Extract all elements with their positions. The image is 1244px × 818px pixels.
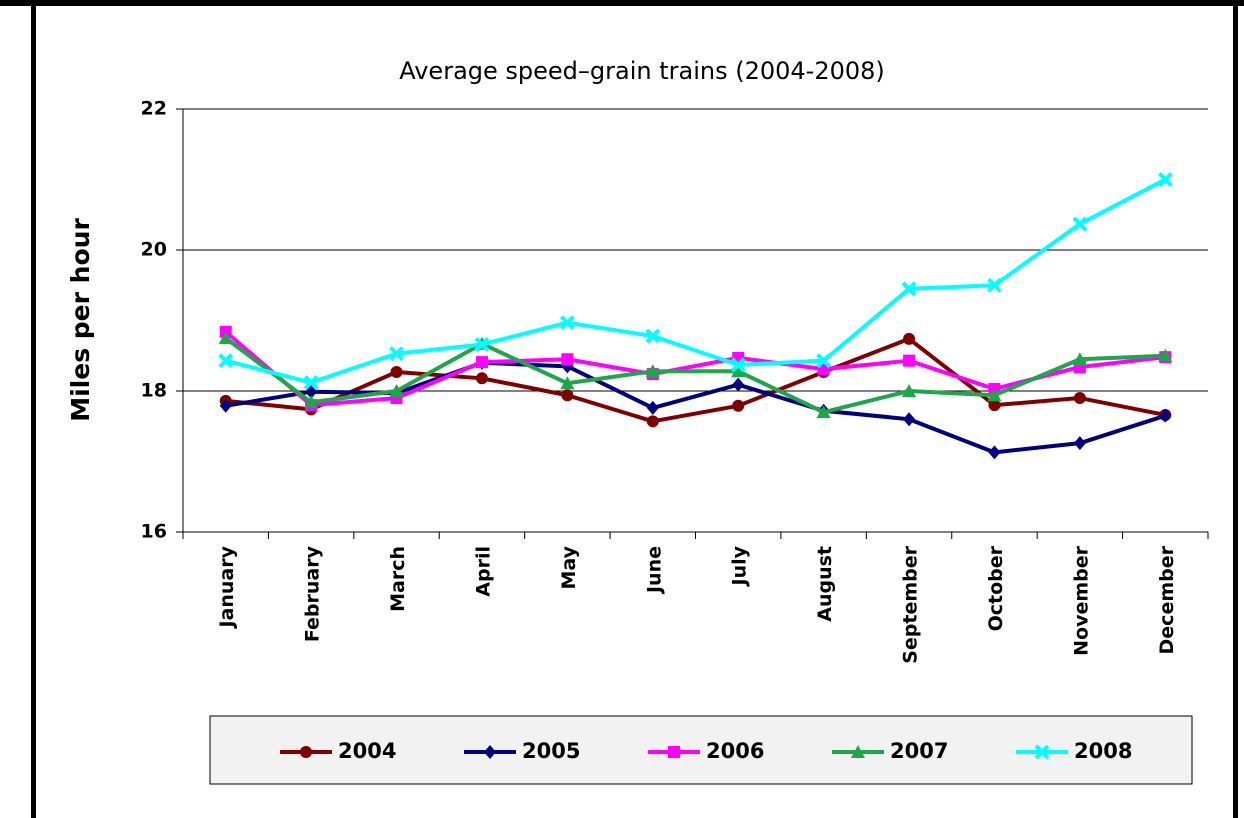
legend-label: 2004 [338, 739, 396, 763]
legend-marker [668, 746, 680, 758]
point-marker [731, 364, 746, 378]
point-marker [475, 356, 488, 369]
x-tick-label: March [387, 546, 409, 612]
series-line [225, 336, 1166, 424]
series-line [224, 336, 1166, 415]
point-marker [1157, 172, 1173, 187]
point-marker [903, 332, 916, 345]
point-marker [903, 354, 916, 367]
point-marker [390, 365, 403, 378]
point-marker [560, 376, 575, 390]
legend-label: 2008 [1074, 739, 1132, 763]
y-tick-label: 18 [141, 380, 167, 402]
point-marker [645, 364, 660, 378]
point-marker [646, 400, 659, 415]
point-marker [902, 384, 917, 397]
y-axis-title: Miles per hour [66, 218, 95, 422]
y-tick-label: 20 [141, 239, 167, 261]
series-line [225, 360, 1166, 455]
x-tick-label: October [985, 545, 1007, 631]
x-tick-label: February [302, 545, 324, 642]
series-line [225, 177, 1167, 385]
legend-marker [300, 746, 312, 758]
point-marker [1159, 408, 1172, 423]
x-tick-label: April [472, 546, 494, 597]
x-tick-label: September [900, 545, 922, 663]
x-tick-label: June [643, 546, 665, 595]
point-marker [304, 395, 319, 409]
point-marker [475, 372, 488, 385]
frame-right [1233, 0, 1238, 818]
point-marker [732, 377, 745, 392]
point-marker [218, 331, 233, 345]
point-marker [901, 281, 917, 297]
point-marker [988, 399, 1001, 412]
point-marker [559, 315, 575, 331]
frame-left [31, 0, 36, 818]
x-tick-label: July [729, 545, 751, 587]
point-marker [561, 389, 574, 402]
point-marker [389, 346, 404, 362]
point-marker [732, 399, 745, 412]
chart-title: Average speed–grain trains (2004-2008) [399, 57, 885, 85]
legend-label: 2006 [706, 739, 764, 763]
x-tick-label: August [814, 546, 836, 622]
point-marker [1072, 216, 1088, 232]
point-marker [474, 337, 490, 352]
point-marker [987, 277, 1002, 293]
point-marker [1073, 436, 1086, 451]
series-line [224, 330, 1166, 408]
y-tick-label: 22 [141, 98, 167, 120]
point-marker [646, 415, 659, 428]
y-tick-label: 16 [141, 521, 167, 543]
legend-label: 2007 [890, 739, 948, 763]
legend-marker [484, 745, 496, 759]
point-marker [218, 353, 234, 369]
legend-marker [1034, 744, 1050, 760]
x-tick-label: May [558, 545, 580, 589]
point-marker [389, 384, 404, 397]
point-marker [303, 375, 319, 390]
point-marker [1072, 352, 1087, 366]
point-marker [561, 353, 574, 366]
point-marker [645, 328, 661, 344]
point-marker [988, 445, 1001, 460]
x-tick-label: December [1156, 545, 1178, 654]
frame-top [0, 0, 1244, 6]
point-marker [987, 388, 1002, 402]
point-marker [1073, 392, 1086, 405]
point-marker [219, 398, 232, 413]
point-marker [730, 357, 746, 373]
legend-marker [851, 745, 865, 758]
legend-label: 2005 [522, 739, 580, 763]
point-marker [816, 405, 831, 419]
point-marker [816, 353, 832, 369]
point-marker [1158, 348, 1173, 362]
point-marker [903, 412, 916, 427]
x-tick-label: January [216, 545, 238, 629]
x-tick-label: November [1070, 545, 1092, 656]
